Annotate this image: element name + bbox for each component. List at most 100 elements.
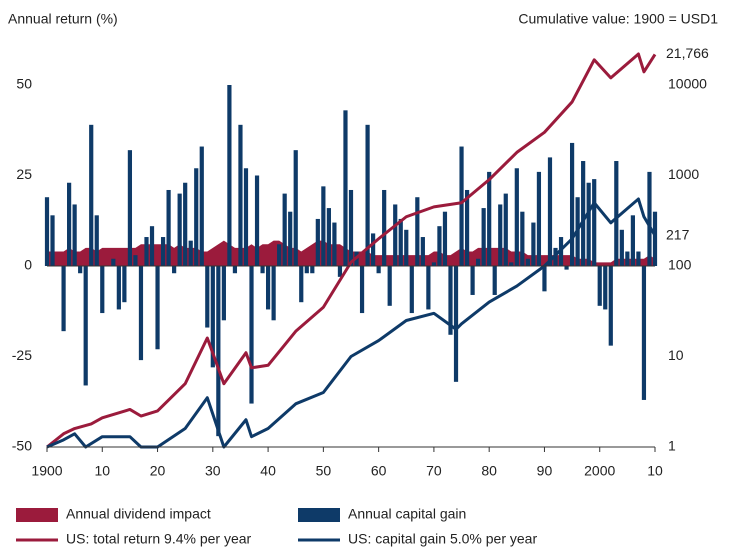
y2-tick-label: 100 bbox=[668, 257, 692, 273]
bar bbox=[44, 197, 50, 266]
legend-label: Annual capital gain bbox=[348, 506, 466, 522]
bar bbox=[67, 182, 72, 266]
x-tick-label: 40 bbox=[260, 463, 276, 479]
bar bbox=[50, 215, 55, 266]
bar bbox=[89, 124, 94, 266]
y2-tick-label: 1 bbox=[668, 438, 676, 454]
bar bbox=[172, 266, 177, 274]
bar bbox=[448, 266, 453, 335]
bar bbox=[409, 266, 414, 314]
bar bbox=[382, 189, 387, 266]
bar bbox=[288, 211, 293, 266]
bar bbox=[343, 110, 348, 266]
bar bbox=[525, 258, 530, 266]
x-tick-label: 50 bbox=[316, 463, 332, 479]
bar bbox=[498, 204, 503, 266]
bar bbox=[520, 211, 525, 266]
bar bbox=[94, 215, 99, 266]
bar bbox=[359, 266, 365, 314]
y2-axis-title: Cumulative value: 1900 = USD1 bbox=[518, 11, 718, 27]
bar bbox=[138, 266, 144, 361]
y2-tick-label: 10 bbox=[668, 347, 684, 363]
bar bbox=[376, 266, 381, 274]
x-tick-label: 90 bbox=[537, 463, 553, 479]
x-tick-label: 10 bbox=[94, 463, 110, 479]
bar bbox=[254, 175, 260, 266]
legend-label: Annual dividend impact bbox=[66, 506, 211, 522]
bar bbox=[592, 179, 597, 266]
bar bbox=[100, 266, 105, 314]
bar bbox=[459, 146, 464, 266]
bar bbox=[597, 266, 602, 306]
bar bbox=[652, 211, 658, 266]
bar bbox=[210, 266, 215, 368]
bar bbox=[470, 266, 475, 295]
x-tick-label: 70 bbox=[426, 463, 442, 479]
bar bbox=[304, 266, 309, 274]
bar bbox=[293, 150, 298, 266]
bar bbox=[636, 251, 641, 266]
bar bbox=[503, 193, 508, 266]
bar bbox=[227, 85, 232, 266]
bar bbox=[155, 266, 160, 350]
y-tick-label: 25 bbox=[16, 166, 32, 182]
bar bbox=[277, 244, 282, 266]
bar bbox=[371, 233, 376, 266]
bar bbox=[348, 189, 354, 266]
bar bbox=[542, 266, 547, 292]
bar bbox=[442, 211, 448, 266]
bar bbox=[481, 208, 486, 266]
bar bbox=[398, 218, 403, 266]
bar bbox=[487, 171, 492, 266]
bar bbox=[243, 168, 249, 266]
bar bbox=[509, 262, 514, 266]
bar bbox=[321, 186, 326, 266]
y-tick-label: -25 bbox=[12, 347, 32, 363]
x-tick-label: 80 bbox=[481, 463, 497, 479]
bar bbox=[332, 222, 337, 266]
bar bbox=[453, 266, 459, 382]
bar bbox=[177, 193, 182, 266]
y-tick-label: 0 bbox=[24, 257, 32, 273]
bar bbox=[116, 266, 121, 310]
bar bbox=[160, 237, 166, 266]
x-tick-label: 1900 bbox=[31, 463, 62, 479]
x-tick-label: 2000 bbox=[584, 463, 615, 479]
bar bbox=[249, 266, 254, 404]
bar bbox=[260, 266, 265, 274]
bar bbox=[431, 262, 437, 266]
bar bbox=[78, 266, 83, 274]
bar bbox=[387, 266, 392, 306]
bar bbox=[614, 161, 619, 266]
bar bbox=[111, 258, 116, 266]
bar bbox=[586, 182, 591, 266]
bar bbox=[122, 266, 127, 303]
end-label: 21,766 bbox=[666, 45, 709, 61]
bar bbox=[183, 182, 188, 266]
cumulative-line bbox=[46, 197, 657, 449]
bar bbox=[492, 266, 497, 295]
bar bbox=[337, 266, 343, 277]
bar bbox=[393, 204, 398, 266]
legend-label: US: total return 9.4% per year bbox=[66, 531, 252, 547]
bar bbox=[564, 266, 569, 270]
y2-tick-label: 1000 bbox=[668, 166, 699, 182]
bar bbox=[315, 218, 320, 266]
bar bbox=[133, 255, 138, 266]
bar bbox=[420, 237, 425, 266]
bar bbox=[476, 258, 481, 266]
bar bbox=[188, 240, 193, 266]
bar bbox=[531, 222, 536, 266]
bar bbox=[437, 226, 442, 266]
end-label: 217 bbox=[666, 226, 690, 242]
legend-label: US: capital gain 5.0% per year bbox=[348, 531, 537, 547]
bar bbox=[194, 168, 199, 266]
bar bbox=[299, 266, 304, 303]
bar bbox=[326, 208, 331, 266]
bar bbox=[365, 124, 370, 266]
bar bbox=[127, 150, 133, 266]
cumulative-line bbox=[46, 52, 657, 449]
bar bbox=[603, 266, 608, 310]
x-tick-label: 30 bbox=[205, 463, 221, 479]
bar bbox=[619, 229, 624, 266]
